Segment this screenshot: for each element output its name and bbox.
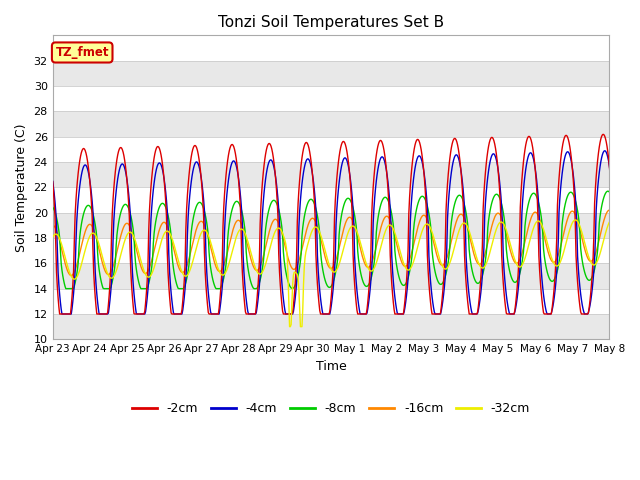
Bar bbox=[52, 264, 609, 288]
Text: TZ_fmet: TZ_fmet bbox=[56, 46, 109, 59]
Bar bbox=[52, 162, 609, 187]
Y-axis label: Soil Temperature (C): Soil Temperature (C) bbox=[15, 123, 28, 252]
Title: Tonzi Soil Temperatures Set B: Tonzi Soil Temperatures Set B bbox=[218, 15, 444, 30]
Bar bbox=[52, 60, 609, 86]
X-axis label: Time: Time bbox=[316, 360, 346, 373]
Bar bbox=[52, 111, 609, 137]
Legend: -2cm, -4cm, -8cm, -16cm, -32cm: -2cm, -4cm, -8cm, -16cm, -32cm bbox=[127, 397, 535, 420]
Bar bbox=[52, 213, 609, 238]
Bar bbox=[52, 314, 609, 339]
